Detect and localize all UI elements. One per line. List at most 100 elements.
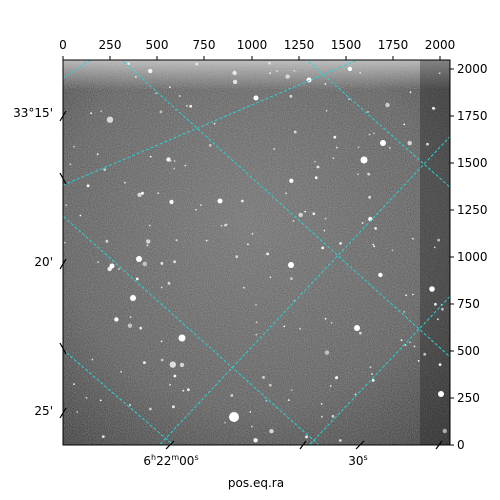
star <box>173 374 177 378</box>
star <box>129 316 132 318</box>
star <box>69 163 72 166</box>
star <box>357 146 360 149</box>
star <box>388 147 391 149</box>
star <box>265 399 268 402</box>
star <box>160 286 163 289</box>
star <box>437 238 440 242</box>
star <box>367 111 369 113</box>
bottom-axis <box>165 440 443 450</box>
star <box>169 361 176 368</box>
star <box>442 428 447 434</box>
star <box>230 394 234 397</box>
sky-image <box>63 60 450 445</box>
star <box>441 307 444 311</box>
star <box>293 70 296 72</box>
bright-star <box>354 325 360 331</box>
star <box>200 204 202 207</box>
star <box>347 66 353 72</box>
star <box>97 261 99 263</box>
top-tick-label: 1500 <box>331 38 362 52</box>
star <box>324 350 330 355</box>
star <box>372 243 375 246</box>
star <box>173 167 176 170</box>
star <box>220 224 223 227</box>
grid-line <box>120 60 450 358</box>
star <box>182 389 185 392</box>
star <box>142 261 147 267</box>
star <box>184 164 187 167</box>
bright-star <box>109 263 115 269</box>
star <box>101 435 105 438</box>
star <box>371 373 373 375</box>
right-tick-label: 1000 <box>457 250 488 264</box>
top-tick-label: 0 <box>59 38 67 52</box>
grid-line <box>63 60 359 186</box>
star <box>338 439 342 442</box>
star <box>91 358 94 361</box>
star <box>432 106 435 110</box>
star <box>179 362 185 368</box>
bright-star <box>136 256 142 262</box>
star <box>290 277 293 281</box>
right-tick-label: 0 <box>457 438 465 452</box>
star <box>63 241 66 244</box>
star <box>407 140 412 146</box>
star <box>242 286 245 289</box>
star <box>146 239 151 244</box>
star <box>331 414 335 418</box>
star <box>438 72 441 75</box>
star <box>146 244 149 247</box>
star <box>255 333 258 336</box>
star <box>149 155 152 158</box>
star <box>79 214 82 217</box>
star <box>160 340 163 343</box>
bottom-tick-label: 6h22m00s <box>143 453 198 468</box>
star <box>195 62 199 66</box>
star <box>253 438 258 443</box>
star <box>269 276 272 279</box>
star <box>178 95 181 97</box>
star <box>166 157 171 162</box>
star <box>412 237 414 240</box>
star <box>368 133 371 136</box>
star <box>73 145 75 148</box>
star <box>127 323 133 328</box>
grid-line <box>158 135 450 445</box>
star <box>169 383 172 386</box>
star <box>433 246 436 249</box>
star <box>232 79 238 85</box>
star <box>359 71 362 74</box>
top-tick-label: 750 <box>193 38 216 52</box>
star <box>298 212 303 218</box>
star <box>100 110 103 112</box>
star <box>361 222 364 224</box>
star <box>373 132 375 135</box>
star <box>273 148 276 150</box>
bright-star <box>380 140 386 146</box>
star <box>195 208 197 211</box>
star <box>323 229 326 232</box>
star <box>73 383 75 385</box>
star <box>105 239 109 243</box>
right-tick-label: 1250 <box>457 203 488 217</box>
star <box>139 326 143 330</box>
star <box>269 72 271 74</box>
x-axis-label: pos.eq.ra <box>228 476 284 490</box>
star <box>437 318 439 321</box>
star <box>330 321 333 324</box>
star <box>325 110 328 112</box>
star <box>103 168 107 172</box>
star <box>137 192 142 197</box>
star <box>332 157 335 160</box>
star <box>293 130 297 134</box>
star <box>391 249 394 252</box>
star <box>409 341 411 344</box>
grid-line <box>308 295 450 445</box>
star <box>85 396 88 399</box>
star <box>312 212 316 216</box>
plot-frame <box>62 59 451 446</box>
star <box>400 339 403 342</box>
right-tick-label: 2000 <box>457 62 488 76</box>
star <box>159 110 163 114</box>
right-tick-label: 1500 <box>457 156 488 170</box>
